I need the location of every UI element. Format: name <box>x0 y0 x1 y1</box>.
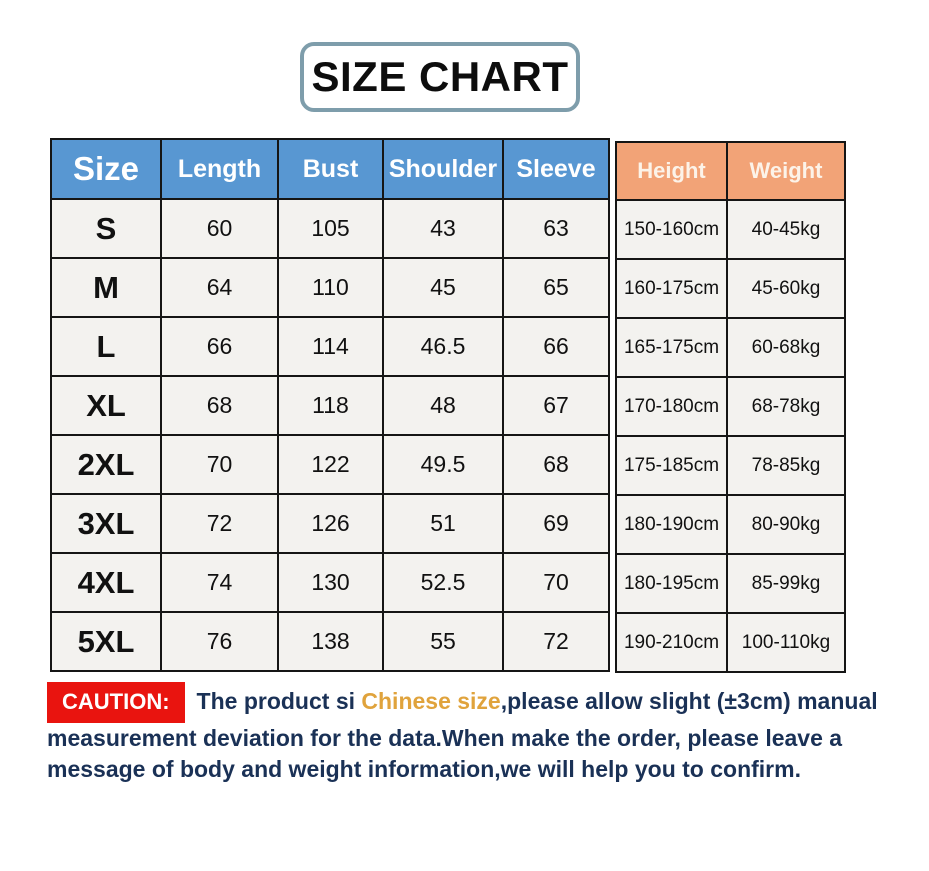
table-row: 180-195cm 85-99kg <box>615 553 846 614</box>
table-row: 160-175cm 45-60kg <box>615 258 846 319</box>
table-row: 190-210cm 100-110kg <box>615 612 846 673</box>
caution-badge: CAUTION: <box>47 682 185 723</box>
table-row: 170-180cm 68-78kg <box>615 376 846 437</box>
sleeve-cell: 66 <box>502 316 610 377</box>
column-header-height: Height <box>615 141 728 201</box>
length-cell: 76 <box>160 611 279 672</box>
shoulder-cell: 52.5 <box>382 552 504 613</box>
bust-cell: 118 <box>277 375 384 436</box>
size-measurements-table: Size Length Bust Shoulder Sleeve S 60 10… <box>50 138 610 672</box>
size-label-cell: 2XL <box>50 434 162 495</box>
column-header-weight: Weight <box>726 141 846 201</box>
caution-text-after: ,please allow slight (±3cm) manual measu… <box>47 688 878 782</box>
size-label-cell: L <box>50 316 162 377</box>
column-header-length: Length <box>160 138 279 200</box>
shoulder-cell: 48 <box>382 375 504 436</box>
height-cell: 190-210cm <box>615 612 728 673</box>
shoulder-cell: 43 <box>382 198 504 259</box>
size-label-cell: S <box>50 198 162 259</box>
sleeve-cell: 63 <box>502 198 610 259</box>
height-cell: 180-195cm <box>615 553 728 614</box>
table-row: 4XL 74 130 52.5 70 <box>50 552 610 613</box>
sleeve-cell: 67 <box>502 375 610 436</box>
weight-cell: 80-90kg <box>726 494 846 555</box>
size-label-cell: 5XL <box>50 611 162 672</box>
size-label-cell: 3XL <box>50 493 162 554</box>
caution-section: CAUTION: The product si Chinese size,plea… <box>47 682 899 785</box>
column-header-bust: Bust <box>277 138 384 200</box>
shoulder-cell: 51 <box>382 493 504 554</box>
bust-cell: 138 <box>277 611 384 672</box>
table-row: S 60 105 43 63 <box>50 198 610 259</box>
weight-cell: 45-60kg <box>726 258 846 319</box>
table-row: 2XL 70 122 49.5 68 <box>50 434 610 495</box>
column-header-size: Size <box>50 138 162 200</box>
weight-cell: 78-85kg <box>726 435 846 496</box>
shoulder-cell: 55 <box>382 611 504 672</box>
table-row: M 64 110 45 65 <box>50 257 610 318</box>
bust-cell: 105 <box>277 198 384 259</box>
length-cell: 60 <box>160 198 279 259</box>
size-label-cell: 4XL <box>50 552 162 613</box>
table-row: 175-185cm 78-85kg <box>615 435 846 496</box>
weight-cell: 100-110kg <box>726 612 846 673</box>
bust-cell: 110 <box>277 257 384 318</box>
sleeve-cell: 70 <box>502 552 610 613</box>
page-title: SIZE CHART <box>311 53 569 100</box>
shoulder-cell: 45 <box>382 257 504 318</box>
weight-cell: 68-78kg <box>726 376 846 437</box>
length-cell: 72 <box>160 493 279 554</box>
length-cell: 70 <box>160 434 279 495</box>
column-header-sleeve: Sleeve <box>502 138 610 200</box>
caution-highlight-chinese-size: Chinese size <box>361 688 501 714</box>
weight-cell: 85-99kg <box>726 553 846 614</box>
length-cell: 74 <box>160 552 279 613</box>
weight-cell: 60-68kg <box>726 317 846 378</box>
caution-text-before: The product si <box>196 688 362 714</box>
weight-cell: 40-45kg <box>726 199 846 260</box>
bust-cell: 114 <box>277 316 384 377</box>
table-row: 150-160cm 40-45kg <box>615 199 846 260</box>
height-cell: 175-185cm <box>615 435 728 496</box>
height-weight-header-row: Height Weight <box>615 141 846 201</box>
bust-cell: 126 <box>277 493 384 554</box>
length-cell: 64 <box>160 257 279 318</box>
table-row: L 66 114 46.5 66 <box>50 316 610 377</box>
size-table-body: S 60 105 43 63 M 64 110 45 65 <box>50 198 610 672</box>
height-cell: 180-190cm <box>615 494 728 555</box>
height-cell: 165-175cm <box>615 317 728 378</box>
size-chart-title-box: SIZE CHART <box>300 42 580 112</box>
height-cell: 160-175cm <box>615 258 728 319</box>
height-weight-table: Height Weight 150-160cm 40-45kg 160-175c… <box>615 141 846 673</box>
sleeve-cell: 68 <box>502 434 610 495</box>
length-cell: 68 <box>160 375 279 436</box>
column-header-shoulder: Shoulder <box>382 138 504 200</box>
table-row: XL 68 118 48 67 <box>50 375 610 436</box>
height-weight-table-body: 150-160cm 40-45kg 160-175cm 45-60kg 165-… <box>615 199 846 673</box>
table-row: 180-190cm 80-90kg <box>615 494 846 555</box>
table-row: 5XL 76 138 55 72 <box>50 611 610 672</box>
height-cell: 170-180cm <box>615 376 728 437</box>
shoulder-cell: 49.5 <box>382 434 504 495</box>
size-label-cell: XL <box>50 375 162 436</box>
height-cell: 150-160cm <box>615 199 728 260</box>
size-table-header-row: Size Length Bust Shoulder Sleeve <box>50 138 610 200</box>
length-cell: 66 <box>160 316 279 377</box>
sleeve-cell: 65 <box>502 257 610 318</box>
tables-container: Size Length Bust Shoulder Sleeve S 60 10… <box>50 138 846 673</box>
bust-cell: 130 <box>277 552 384 613</box>
size-label-cell: M <box>50 257 162 318</box>
sleeve-cell: 72 <box>502 611 610 672</box>
shoulder-cell: 46.5 <box>382 316 504 377</box>
sleeve-cell: 69 <box>502 493 610 554</box>
bust-cell: 122 <box>277 434 384 495</box>
table-row: 165-175cm 60-68kg <box>615 317 846 378</box>
table-row: 3XL 72 126 51 69 <box>50 493 610 554</box>
